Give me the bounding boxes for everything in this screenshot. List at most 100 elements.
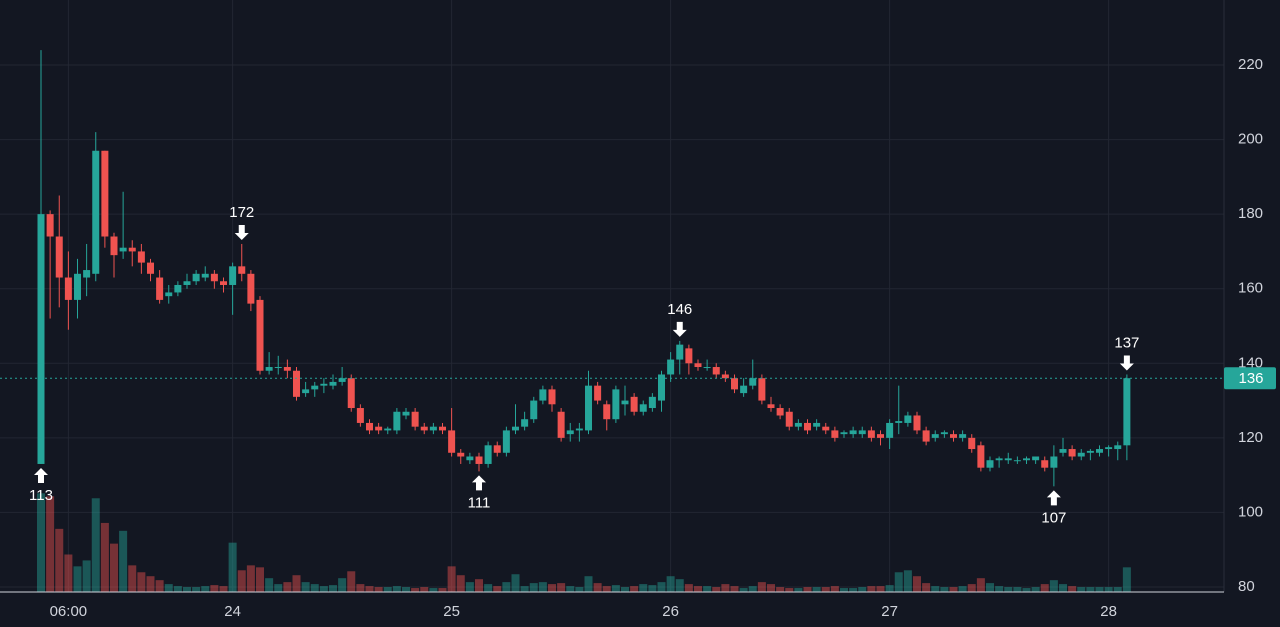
volume-bar <box>767 584 775 592</box>
volume-bar <box>976 578 985 592</box>
volume-bar <box>876 586 885 592</box>
candle-body <box>384 428 392 431</box>
candle-body <box>1059 449 1067 453</box>
annotation-label: 113 <box>29 487 53 504</box>
volume-bar <box>849 588 858 592</box>
volume-bar <box>557 583 566 592</box>
candle-body <box>329 381 337 386</box>
annotation-label: 172 <box>229 204 254 221</box>
y-tick-label: 120 <box>1238 429 1263 446</box>
volume-bar <box>1059 584 1067 592</box>
volume-bar <box>748 586 757 592</box>
volume-bar <box>1031 587 1040 592</box>
volume-bar <box>228 542 237 592</box>
volume-bar <box>922 583 931 592</box>
volume-bar <box>967 584 976 592</box>
volume-bar <box>730 586 739 592</box>
volume-bar <box>183 587 191 592</box>
candle-body <box>867 430 875 438</box>
candle-body <box>712 367 720 375</box>
volume-bar <box>283 582 292 592</box>
volume-bar <box>1068 586 1077 592</box>
volume-bar <box>684 584 693 592</box>
volume-bar <box>739 588 748 592</box>
x-tick-label: 28 <box>1100 603 1117 620</box>
volume-bar <box>484 584 493 592</box>
candle-body <box>265 367 273 371</box>
volume-bar <box>456 575 465 592</box>
candle-body <box>1041 460 1049 468</box>
candle-body <box>922 430 930 442</box>
volume-bar <box>265 578 274 592</box>
annotation-arrow <box>672 321 687 337</box>
annotation-label: 107 <box>1041 509 1066 526</box>
volume-bar <box>201 586 210 592</box>
volume-bar <box>164 584 173 592</box>
volume-bar <box>776 587 785 592</box>
candle-body <box>749 378 757 386</box>
volume-bar <box>794 588 803 592</box>
volume-bar <box>246 565 255 592</box>
volume-bar <box>411 588 420 592</box>
candle-body <box>1050 456 1058 468</box>
volume-bar <box>475 579 483 592</box>
candle-body <box>493 445 501 453</box>
candle-body <box>904 415 912 423</box>
candle-body <box>585 385 592 431</box>
candle-body <box>886 422 894 438</box>
volume-bar <box>694 586 702 592</box>
volume-bar <box>82 560 91 592</box>
candle-body <box>256 299 264 371</box>
y-tick-label: 140 <box>1238 354 1263 371</box>
candle-body <box>156 277 164 300</box>
candle-body <box>566 430 574 435</box>
candle-body <box>685 348 693 364</box>
candle-body <box>101 150 109 237</box>
volume-bar <box>949 587 958 592</box>
candle-body <box>320 383 328 386</box>
volume-bar <box>347 571 356 592</box>
volume-bar <box>621 587 629 592</box>
candle-body <box>575 428 583 431</box>
volume-bar <box>940 587 949 592</box>
candle-body <box>210 273 218 282</box>
volume-bar <box>675 579 684 592</box>
volume-bar <box>110 543 118 592</box>
volume-layer <box>37 493 1131 592</box>
candle-layer <box>37 50 1131 487</box>
candle-body <box>92 150 100 274</box>
volume-bar <box>548 584 556 592</box>
volume-bar <box>913 576 921 592</box>
candle-body <box>1004 458 1012 461</box>
candle-body <box>539 389 547 401</box>
candle-body <box>831 430 839 438</box>
volume-bar <box>493 586 502 592</box>
volume-bar <box>931 586 940 592</box>
candle-body <box>74 273 81 300</box>
volume-bar <box>1077 587 1086 592</box>
annotation-arrow <box>234 224 249 240</box>
candle-body <box>338 378 346 382</box>
candle-body <box>895 421 903 423</box>
annotation-arrow <box>472 475 486 491</box>
candle-body <box>931 434 939 438</box>
volume-bar <box>219 586 228 592</box>
volume-bar <box>538 582 547 592</box>
candle-body <box>220 281 227 285</box>
candle-body <box>119 247 127 252</box>
candle-body <box>137 251 145 263</box>
candle-body <box>356 408 364 423</box>
volume-bar <box>100 522 109 592</box>
candle-body <box>502 430 510 453</box>
volume-bar <box>821 587 830 592</box>
candle-body <box>229 266 237 285</box>
volume-bar <box>721 584 730 592</box>
candle-body <box>767 404 775 409</box>
volume-bar <box>438 588 447 592</box>
volume-bar <box>885 585 894 592</box>
volume-bar <box>55 528 64 592</box>
candle-body <box>959 434 967 438</box>
candle-body <box>466 456 474 461</box>
volume-bar <box>292 575 301 592</box>
